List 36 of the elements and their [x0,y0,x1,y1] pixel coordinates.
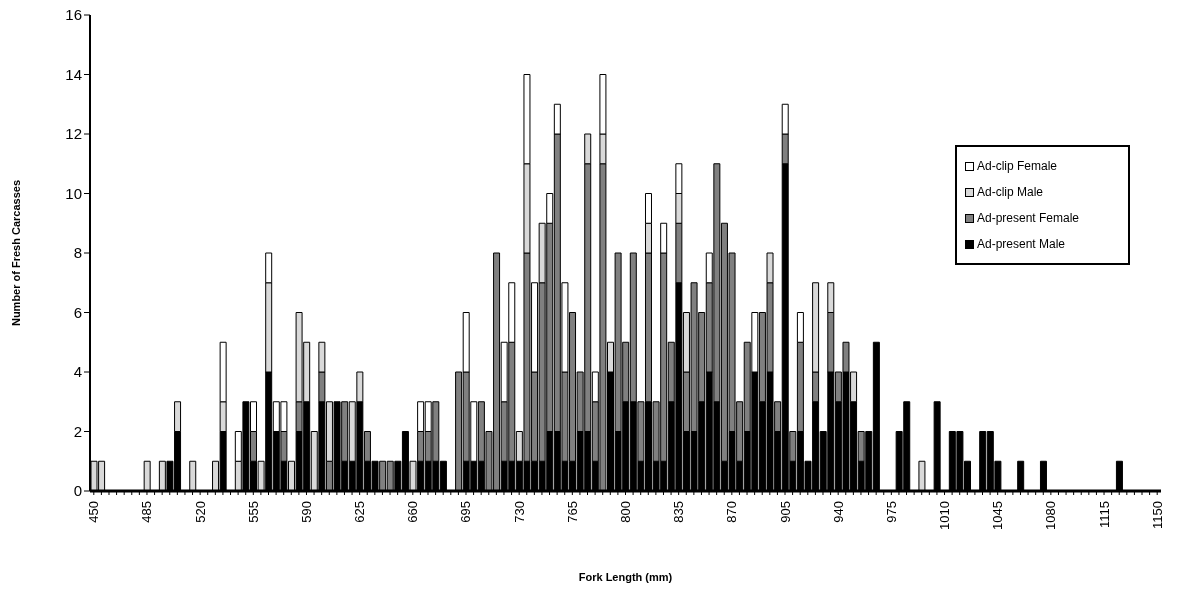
legend-label: Ad-clip Male [977,185,1044,199]
x-tick-label: 1045 [990,501,1006,530]
y-tick-label: 8 [73,244,82,262]
x-tick-label: 975 [883,501,899,523]
x-tick-label: 870 [724,501,740,523]
x-tick-label: 1010 [937,501,953,530]
x-tick-label: 765 [564,501,580,523]
x-tick-label: 450 [86,501,102,523]
y-tick-label: 6 [73,303,82,321]
legend-label: Ad-present Female [977,211,1080,225]
y-tick-label: 14 [65,65,82,83]
x-tick-label: 905 [777,501,793,523]
y-axis-title: Number of Fresh Carcasses [9,179,22,327]
y-tick-label: 10 [65,184,82,202]
y-tick-label: 12 [65,125,82,143]
legend-label: Ad-present Male [977,237,1066,251]
x-tick-label: 520 [192,501,208,523]
x-tick-label: 730 [511,501,527,523]
x-tick-label: 1115 [1096,501,1112,528]
x-tick-label: 625 [352,501,368,523]
x-tick-label: 1080 [1043,501,1059,530]
y-tick-label: 4 [73,363,82,381]
x-tick-label: 555 [245,501,261,523]
x-tick-label: 940 [830,501,846,523]
x-tick-label: 835 [671,501,687,523]
x-tick-label: 800 [618,501,633,523]
x-axis-title: Fork Length (mm) [578,571,673,583]
x-tick-label: 590 [298,501,314,523]
x-tick-label: 660 [405,501,421,523]
legend-label: Ad-clip Female [977,159,1058,173]
y-tick-label: 2 [73,422,82,440]
x-tick-label: 695 [458,501,474,523]
y-tick-label: 0 [73,482,82,500]
x-tick-label: 485 [139,501,155,523]
y-tick-label: 16 [65,6,82,24]
x-tick-label: 1150 [1149,501,1165,529]
